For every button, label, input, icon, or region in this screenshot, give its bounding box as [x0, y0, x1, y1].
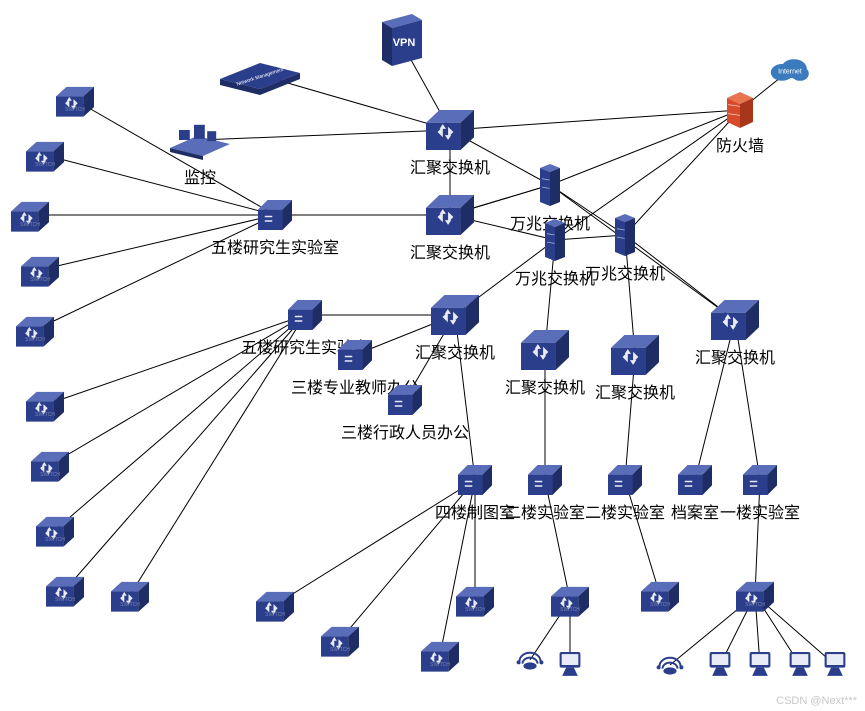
label-lab1: 一楼实验室	[720, 499, 800, 523]
label-core2: 万兆交换机	[515, 265, 595, 289]
label-core3: 万兆交换机	[585, 260, 665, 284]
node-nm_panel: Network Management	[220, 55, 300, 95]
node-lab5a	[258, 200, 292, 230]
node-pc3	[747, 652, 773, 678]
node-ap1	[515, 648, 545, 672]
label-archive: 档案室	[671, 499, 719, 523]
svg-text:Internet: Internet	[778, 69, 802, 76]
node-sw_l6: SWITCH	[26, 392, 64, 419]
node-sw_l1: SWITCH	[56, 87, 94, 114]
label-agg6: 汇聚交换机	[695, 344, 775, 368]
node-agg3	[431, 295, 479, 335]
node-sw_l2: SWITCH	[26, 142, 64, 169]
node-sw_b1: SWITCH	[256, 592, 294, 619]
node-firewall	[727, 92, 753, 128]
node-sw_l3: SWITCH	[11, 202, 49, 229]
node-sw_l5: SWITCH	[16, 317, 54, 344]
node-off3b	[388, 385, 422, 415]
node-sw_b7: SWITCH	[736, 582, 774, 609]
label-lab2b: 二楼实验室	[585, 499, 665, 523]
node-ap2	[655, 653, 685, 677]
label-firewall: 防火墙	[716, 132, 764, 156]
node-agg_mid	[426, 195, 474, 235]
node-pc2	[707, 652, 733, 678]
node-agg4	[521, 330, 569, 370]
label-bldg: 监控	[184, 164, 216, 188]
node-sw_l9b: SWITCH	[111, 582, 149, 609]
svg-text:VPN: VPN	[393, 37, 416, 49]
node-agg_top	[426, 110, 474, 150]
node-sw_l4: SWITCH	[21, 257, 59, 284]
node-sw_b2: SWITCH	[321, 627, 359, 654]
node-sw_b3: SWITCH	[421, 642, 459, 669]
node-core2	[545, 219, 565, 261]
node-lab1	[743, 465, 777, 495]
node-lab5b	[288, 300, 322, 330]
node-sw_l9a: SWITCH	[46, 577, 84, 604]
node-pc1	[557, 652, 583, 678]
label-agg3: 汇聚交换机	[415, 339, 495, 363]
node-agg6	[711, 300, 759, 340]
node-sw_b5: SWITCH	[551, 587, 589, 614]
node-vpn: VPN	[378, 14, 422, 66]
label-agg4: 汇聚交换机	[505, 374, 585, 398]
node-agg5	[611, 335, 659, 375]
node-sw_b4: SWITCH	[456, 587, 494, 614]
node-draw4	[458, 465, 492, 495]
label-agg_top: 汇聚交换机	[410, 154, 490, 178]
node-internet: Internet	[770, 58, 810, 82]
label-draw4: 四楼制图室	[435, 499, 515, 523]
label-off3b: 三楼行政人员办公	[341, 419, 469, 443]
node-sw_l7: SWITCH	[31, 452, 69, 479]
node-pc5	[822, 652, 848, 678]
node-off3a	[338, 340, 372, 370]
label-lab5a: 五楼研究生实验室	[211, 234, 339, 258]
node-core3	[615, 214, 635, 256]
node-sw_b6: SWITCH	[641, 582, 679, 609]
label-agg5: 汇聚交换机	[595, 379, 675, 403]
node-core1	[540, 164, 560, 206]
watermark: CSDN @Next***	[776, 695, 857, 707]
node-lab2a	[528, 465, 562, 495]
label-agg_mid: 汇聚交换机	[410, 239, 490, 263]
node-archive	[678, 465, 712, 495]
node-lab2b	[608, 465, 642, 495]
network-diagram: CSDN @Next*** VPN Network Management 监控 …	[0, 0, 865, 711]
node-bldg	[170, 120, 230, 160]
label-lab2a: 二楼实验室	[505, 499, 585, 523]
node-sw_l8: SWITCH	[36, 517, 74, 544]
node-pc4	[787, 652, 813, 678]
